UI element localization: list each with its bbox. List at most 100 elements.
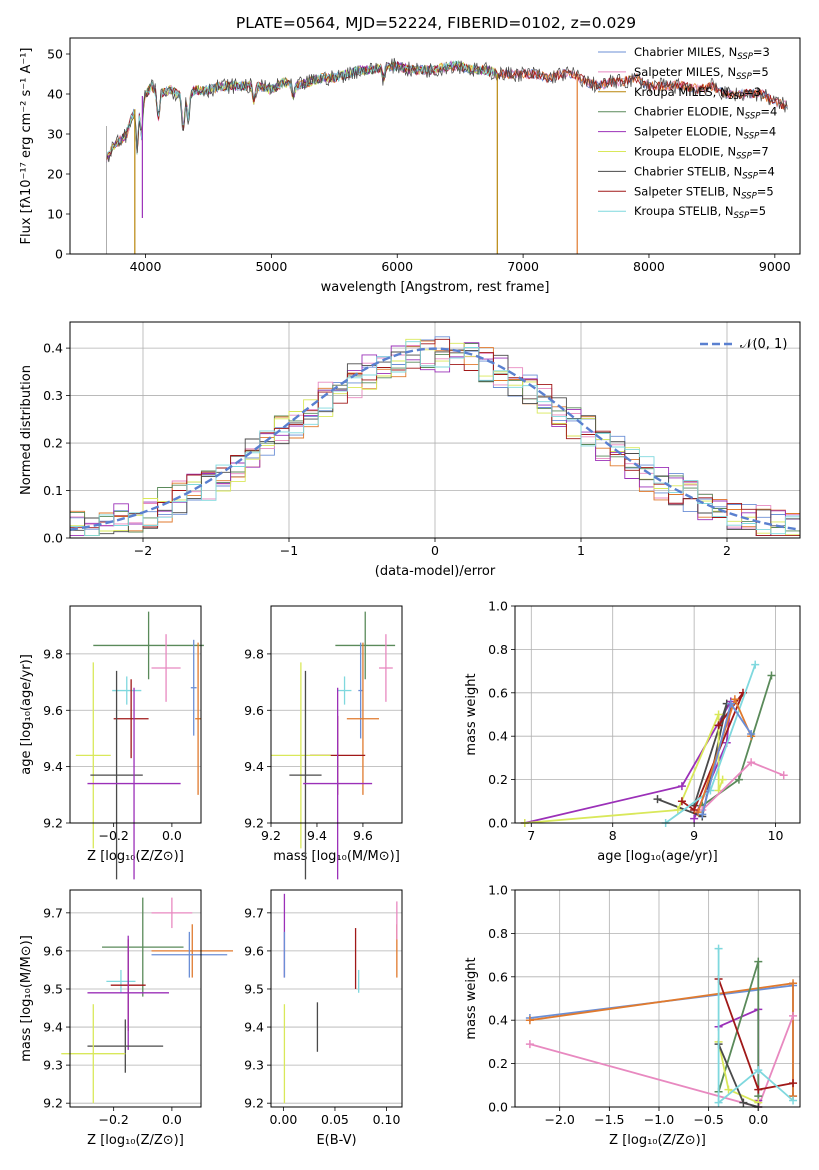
- x-tick-label: 9.6: [353, 828, 373, 843]
- x-axis-label: E(B-V): [316, 1133, 356, 1148]
- x-tick-label: −1.0: [644, 1112, 674, 1127]
- y-tick-label: 40: [47, 87, 63, 102]
- errorbar-point: [151, 897, 193, 929]
- x-tick-label: 1: [577, 543, 585, 558]
- y-tick-label: 0.4: [488, 1013, 508, 1028]
- y-axis-label: Normed distribution: [19, 365, 34, 495]
- histogram-series: [70, 342, 800, 537]
- errorbar-point: [61, 1004, 126, 1104]
- legend-entry-subscript: SSP: [744, 132, 760, 142]
- legend-entry-count: =4: [759, 125, 776, 139]
- x-axis-label: age [log₁₀(age/yr)]: [597, 849, 718, 864]
- legend-entry: Kroupa MILES, NSSP=3: [634, 85, 761, 102]
- y-tick-label: 0.4: [488, 729, 508, 744]
- axes-frame: [514, 889, 801, 1108]
- mass_vs_ebv-axes: 0.00 0.05 0.10 9.2 9.3 9.4 9.5 9.6 9.7 E(B-V): [244, 889, 403, 1148]
- y-axis-label: Flux [fλ10⁻¹⁷ erg cm⁻² s⁻¹ A⁻¹]: [19, 48, 34, 245]
- legend-entry-count: =4: [760, 105, 777, 119]
- weight-marker: [751, 660, 760, 669]
- weight-line: [681, 692, 744, 812]
- x-tick-label: −2: [134, 543, 152, 558]
- legend-entry: Chabrier ELODIE, NSSP=4: [634, 105, 777, 122]
- x-axis-label: Z [log₁₀(Z/Z⊙)]: [609, 1133, 706, 1148]
- y-tick-label: 10: [47, 207, 63, 222]
- errorbar-point: [289, 670, 322, 880]
- x-tick-label: 0.0: [162, 828, 182, 843]
- x-tick-label: −0.5: [693, 1112, 723, 1127]
- weight-marker: [677, 797, 686, 806]
- errorbar-point: [379, 634, 393, 702]
- x-tick-label: 7000: [507, 259, 539, 274]
- legend-entry-subscript: SSP: [741, 191, 757, 201]
- weight-marker: [789, 1011, 798, 1020]
- x-tick-label: −1: [280, 543, 298, 558]
- weight-marker: [739, 1098, 748, 1107]
- y-tick-label: 0.6: [488, 685, 508, 700]
- weight-marker: [714, 710, 723, 719]
- y-tick-label: 9.2: [43, 1096, 63, 1111]
- legend-entry-subscript: SSP: [745, 112, 761, 122]
- weight-marker: [747, 758, 756, 767]
- x-tick-label: −1.5: [594, 1112, 624, 1127]
- y-tick-label: 0.0: [488, 1100, 508, 1115]
- legend-entry: 𝒩(0, 1): [740, 337, 787, 352]
- x-axis-label: Z [log₁₀(Z/Z⊙)]: [87, 1133, 184, 1148]
- y-tick-label: 9.4: [244, 1020, 264, 1035]
- weight-marker: [747, 730, 756, 739]
- x-tick-label: 4000: [130, 259, 162, 274]
- y-tick-label: 0.2: [488, 1056, 508, 1071]
- histogram-series: [70, 341, 800, 537]
- spectrum-line: [106, 60, 498, 160]
- errorbar-point: [346, 642, 380, 795]
- legend-entry-subscript: SSP: [736, 72, 752, 82]
- legend-entry: Chabrier MILES, NSSP=3: [634, 45, 770, 62]
- y-axis-label: mass [log₁₀(M/M⊙)]: [19, 935, 34, 1062]
- x-tick-label: −0.2: [98, 828, 128, 843]
- mass_weight_vs_age-axes: 7 8 9 10 0.0 0.2 0.4 0.6 0.8 1.0 age [log₁₀(age/yr…: [464, 599, 801, 864]
- legend-entry-count: =5: [757, 184, 774, 198]
- x-axis-label: Z [log₁₀(Z/Z⊙)]: [87, 849, 184, 864]
- x-tick-label: −0.2: [98, 1112, 128, 1127]
- weight-line: [717, 948, 794, 1105]
- y-tick-label: 0.2: [43, 436, 63, 451]
- weight-marker: [673, 805, 682, 814]
- legend-entry-subscript: SSP: [729, 92, 745, 102]
- errorbar-point: [335, 611, 396, 680]
- weight-marker: [789, 979, 798, 988]
- weight-marker: [726, 699, 735, 708]
- weight-marker: [718, 775, 727, 784]
- errorbar-point: [87, 687, 181, 880]
- legend-entry-subscript: SSP: [742, 171, 758, 181]
- age_vs_Z-axes: −0.2 0.0 9.2 9.4 9.6 9.8 Z [log₁₀(Z/Z⊙)] age [l…: [19, 605, 204, 880]
- y-tick-label: 1.0: [488, 599, 508, 614]
- y-tick-label: 9.3: [43, 1058, 63, 1073]
- x-tick-label: 9.2: [261, 828, 281, 843]
- x-tick-label: 9000: [759, 259, 791, 274]
- legend-entry: Kroupa STELIB, NSSP=5: [634, 204, 766, 221]
- y-tick-label: 9.6: [43, 943, 63, 958]
- legend-entry-text: Chabrier STELIB, N: [634, 164, 742, 178]
- y-tick-label: 0.8: [488, 642, 508, 657]
- y-tick-label: 9.6: [43, 703, 63, 718]
- weight-series: [698, 699, 756, 819]
- errorbar-point: [87, 935, 169, 1050]
- errorbar-point: [102, 897, 184, 997]
- mass_weight_vs_Z-axes: −2.0 −1.5 −1.0 −0.5 0.0 0.0 0.2 0.4 0.6 0.8 1.0 Z […: [464, 883, 801, 1148]
- legend-entry-count: =5: [752, 65, 769, 79]
- legend-entry-text: Chabrier ELODIE, N: [634, 105, 745, 119]
- axes-frame: [514, 605, 801, 824]
- normal-curve: [69, 347, 801, 531]
- x-tick-label: 7: [527, 828, 535, 843]
- weight-marker: [714, 944, 723, 953]
- weight-marker: [690, 805, 699, 814]
- errorbar-point: [358, 642, 363, 739]
- spectrum-line: [106, 57, 788, 163]
- legend-entry-text: Kroupa STELIB, N: [634, 204, 734, 218]
- legend-entry-count: =4: [758, 164, 775, 178]
- weight-series: [520, 710, 727, 827]
- x-tick-label: 2: [723, 543, 731, 558]
- spectrum-line: [106, 60, 498, 160]
- weight-marker: [677, 782, 686, 791]
- x-tick-label: 9.4: [307, 828, 327, 843]
